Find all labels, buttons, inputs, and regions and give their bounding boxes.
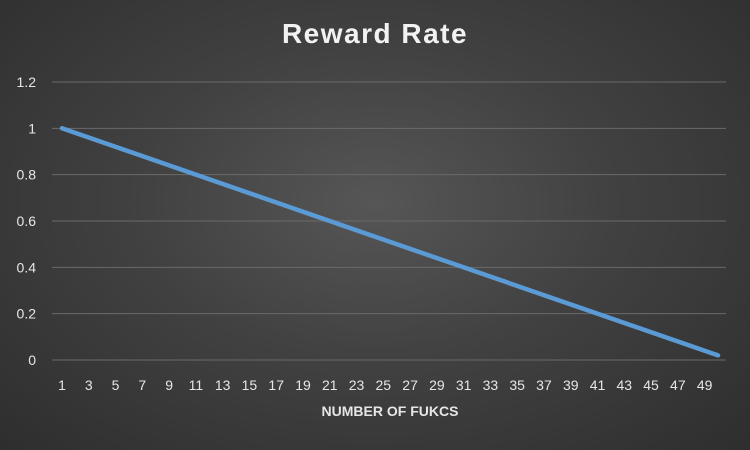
x-tick-label: 31 [456,377,472,393]
x-tick-label: 5 [112,377,120,393]
y-tick-label: 0.8 [17,167,37,183]
x-tick-label: 41 [590,377,606,393]
x-tick-label: 23 [349,377,365,393]
x-tick-label: 11 [189,377,204,393]
y-tick-label: 0.2 [17,306,37,322]
y-tick-label: 0.4 [17,259,37,275]
x-tick-label: 35 [509,377,525,393]
x-tick-label: 9 [165,377,173,393]
x-tick-label: 19 [295,377,311,393]
x-tick-label: 37 [536,377,552,393]
x-tick-label: 15 [242,377,258,393]
x-axis-title: NUMBER OF FUKCS [321,403,459,419]
x-tick-label: 49 [697,377,713,393]
series-layer [59,126,721,358]
x-tick-label: 43 [616,377,632,393]
x-tick-label: 21 [322,377,338,393]
x-tick-label: 25 [376,377,392,393]
x-tick-label: 47 [670,377,686,393]
x-tick-label: 45 [643,377,659,393]
x-tick-label: 13 [215,377,231,393]
x-tick-label: 39 [563,377,579,393]
x-tick-label: 1 [58,377,66,393]
x-tick-label: 17 [268,377,284,393]
y-tick-label: 1.2 [17,74,37,90]
x-axis-ticks: 1 3 5 7 9 11 13 15 17 19 21 23 25 27 29 31 33 35 37 39 41 43 4… [58,377,713,393]
y-tick-label: 1 [28,120,36,136]
chart-title: Reward Rate [281,18,469,49]
x-tick-label: 33 [483,377,499,393]
y-axis-ticks: 0 0.2 0.4 0.6 0.8 1 1.2 [17,74,37,368]
x-tick-label: 29 [429,377,445,393]
gridlines [52,81,726,361]
y-tick-label: 0.6 [17,213,37,229]
x-tick-label: 27 [402,377,418,393]
x-tick-label: 7 [138,377,146,393]
x-tick-label: 3 [85,377,93,393]
y-tick-label: 0 [28,352,36,368]
series-line [59,126,721,358]
